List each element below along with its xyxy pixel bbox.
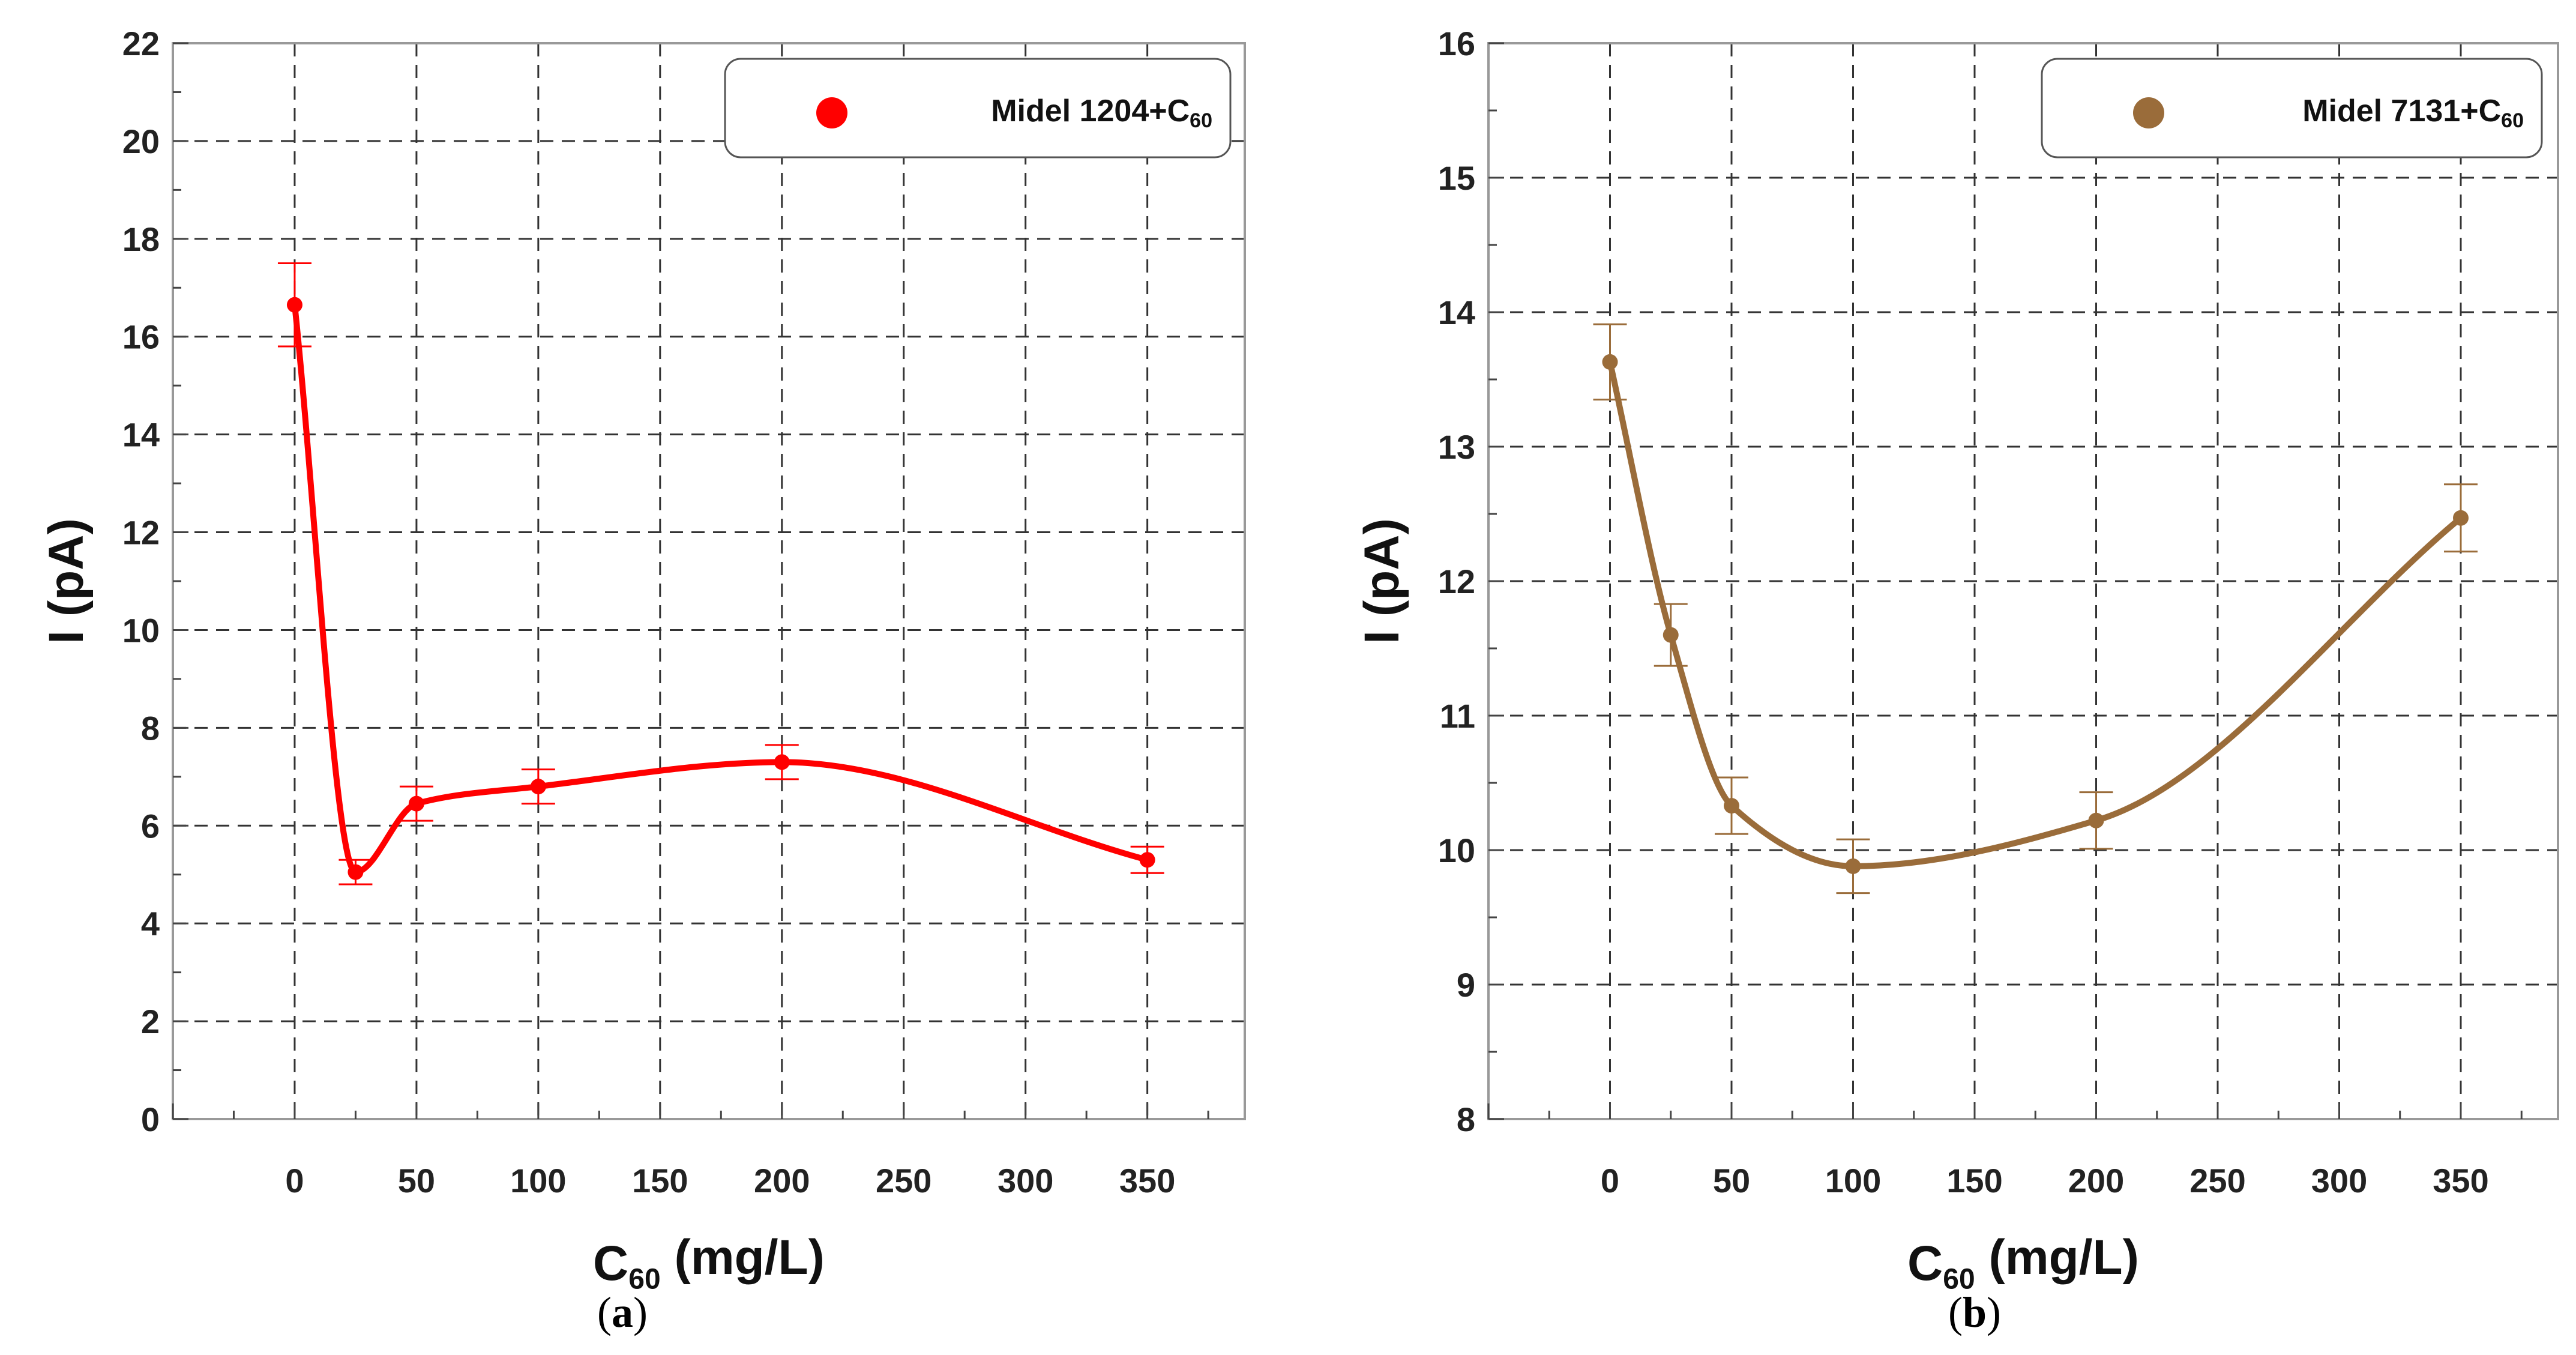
y-axis-label: I (pA) (39, 518, 94, 644)
y-tick-label: 12 (122, 514, 160, 552)
y-tick-label: 0 (141, 1100, 160, 1138)
y-tick-label: 16 (1438, 25, 1475, 62)
y-tick-label: 12 (1438, 563, 1475, 600)
x-tick-label: 0 (1601, 1162, 1619, 1200)
x-tick-label: 200 (2068, 1162, 2124, 1200)
y-tick-label: 2 (141, 1003, 160, 1040)
x-tick-label: 0 (285, 1162, 304, 1200)
legend-marker (2133, 97, 2164, 128)
x-axis-label: C60 (mg/L) (593, 1230, 825, 1296)
panel-caption: (a) (597, 1288, 648, 1336)
x-tick-label: 50 (1713, 1162, 1750, 1200)
y-tick-label: 13 (1438, 428, 1475, 466)
chart-panel-a: 0 2 4 6 8 10 12 14 16 18 20 22 0 50 100 150 200 250 300 350… (39, 25, 1246, 1296)
legend-box (2041, 58, 2543, 158)
data-point (1139, 852, 1155, 868)
x-tick-label: 350 (2433, 1162, 2488, 1200)
y-tick-label: 9 (1457, 966, 1475, 1004)
x-tick-label: 150 (1946, 1162, 2002, 1200)
legend-label: Midel 1204+C60 (991, 94, 1212, 132)
x-tick-label: 50 (398, 1162, 435, 1200)
x-tick-label: 150 (632, 1162, 688, 1200)
chart-panel-b: 8 9 10 11 12 13 14 15 16 0 50 100 150 200 250 300 350 I (… (1355, 25, 2559, 1296)
legend: Midel 7131+C60 (2041, 58, 2543, 158)
x-tick-label: 250 (876, 1162, 931, 1200)
data-point (2088, 812, 2104, 828)
y-tick-label: 14 (1438, 294, 1475, 331)
x-tick-label: 250 (2189, 1162, 2245, 1200)
y-tick-label: 8 (1457, 1100, 1475, 1138)
data-point (1845, 858, 1861, 874)
x-tick-label: 100 (1825, 1162, 1881, 1200)
data-point (774, 754, 790, 770)
x-tick-label: 300 (2311, 1162, 2367, 1200)
y-tick-label: 14 (122, 416, 160, 454)
y-tick-label: 8 (141, 709, 160, 747)
y-tick-label: 10 (122, 611, 160, 649)
x-axis-label: C60 (mg/L) (1907, 1230, 2139, 1296)
x-tick-label: 300 (998, 1162, 1053, 1200)
data-point (348, 864, 364, 880)
series-line (291, 301, 1151, 875)
y-tick-label: 22 (122, 25, 160, 62)
legend-marker (816, 97, 847, 128)
y-tick-label: 4 (141, 905, 160, 943)
x-tick-label: 200 (754, 1162, 810, 1200)
y-tick-label: 15 (1438, 159, 1475, 197)
data-point (1602, 354, 1618, 370)
plot-frame (172, 42, 1246, 1120)
data-point (1724, 798, 1739, 814)
panel-caption: (b) (1948, 1288, 2001, 1336)
legend: Midel 1204+C60 (724, 58, 1232, 158)
data-point (530, 779, 546, 795)
legend-box (724, 58, 1232, 158)
y-tick-label: 18 (122, 220, 160, 258)
y-tick-label: 6 (141, 807, 160, 845)
y-tick-label: 11 (1440, 697, 1475, 735)
legend-label: Midel 7131+C60 (2302, 94, 2524, 132)
x-tick-label: 100 (510, 1162, 566, 1200)
data-point (408, 795, 424, 812)
y-tick-label: 16 (122, 318, 160, 356)
x-tick-label: 350 (1119, 1162, 1175, 1200)
data-point (286, 297, 302, 313)
data-point (1663, 627, 1679, 643)
y-tick-label: 20 (122, 122, 160, 160)
series-line (1607, 358, 2464, 869)
y-axis-label: I (pA) (1355, 518, 1409, 644)
data-point (2453, 510, 2469, 526)
y-tick-label: 10 (1438, 831, 1475, 869)
